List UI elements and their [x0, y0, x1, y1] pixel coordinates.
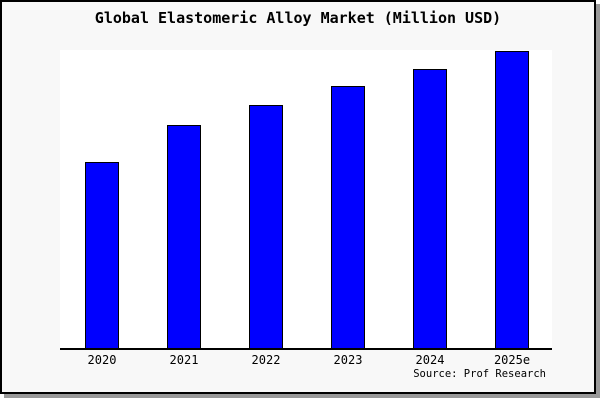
bar-2021 — [167, 125, 201, 348]
chart-window: Global Elastomeric Alloy Market (Million… — [0, 0, 596, 394]
plot-area — [60, 50, 552, 350]
x-tick-2022: 2022 — [251, 353, 281, 367]
chart-title: Global Elastomeric Alloy Market (Million… — [94, 9, 502, 27]
x-tick-2020: 2020 — [87, 353, 117, 367]
bar-2023 — [331, 86, 365, 348]
bar-2024 — [413, 69, 447, 348]
x-tick-2023: 2023 — [333, 353, 363, 367]
x-tick-2024: 2024 — [415, 353, 445, 367]
bar-2022 — [249, 105, 283, 348]
source-note: Source: Prof Research — [413, 368, 546, 380]
bar-2020 — [85, 162, 119, 348]
bar-2025e — [495, 51, 529, 348]
x-tick-2025e: 2025e — [493, 353, 531, 367]
x-axis-labels: 2020 2021 2022 2023 2024 2025e — [60, 353, 552, 369]
x-tick-2021: 2021 — [169, 353, 199, 367]
